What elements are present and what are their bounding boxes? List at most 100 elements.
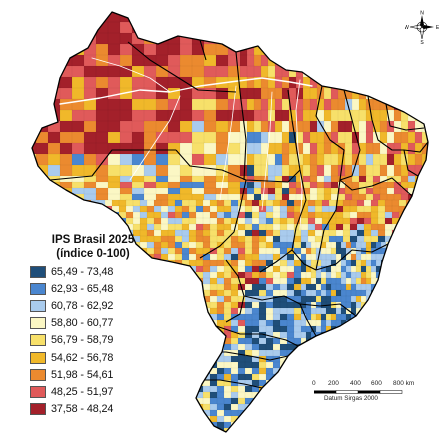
municipality-cell bbox=[195, 421, 204, 429]
municipality-cell bbox=[0, 224, 7, 230]
municipality-cell bbox=[244, 313, 253, 321]
municipality-cell bbox=[83, 76, 97, 89]
municipality-cell bbox=[83, 181, 97, 189]
municipality-cell bbox=[330, 331, 337, 339]
municipality-cell bbox=[302, 181, 311, 189]
municipality-cell bbox=[131, 21, 145, 34]
municipality-cell bbox=[405, 217, 414, 225]
municipality-cell bbox=[215, 109, 229, 122]
municipality-cell bbox=[355, 277, 362, 285]
municipality-cell bbox=[330, 241, 337, 249]
municipality-cell bbox=[330, 277, 337, 285]
municipality-cell bbox=[345, 295, 352, 303]
municipality-cell bbox=[395, 337, 402, 345]
municipality-cell bbox=[216, 391, 225, 399]
municipality-cell bbox=[7, 206, 14, 212]
municipality-cell bbox=[84, 434, 91, 440]
municipality-cell bbox=[267, 12, 276, 23]
municipality-cell bbox=[356, 205, 365, 213]
municipality-cell bbox=[293, 409, 302, 417]
municipality-cell bbox=[132, 217, 141, 225]
compass-w: W bbox=[405, 25, 409, 31]
municipality-cell bbox=[59, 98, 73, 111]
municipality-cell bbox=[355, 253, 362, 261]
municipality-cell bbox=[436, 278, 441, 284]
municipality-cell bbox=[415, 265, 422, 273]
municipality-cell bbox=[286, 397, 295, 405]
municipality-cell bbox=[237, 343, 246, 351]
municipality-cell bbox=[340, 313, 347, 321]
municipality-cell bbox=[286, 217, 295, 225]
municipality-cell bbox=[216, 301, 225, 309]
municipality-cell bbox=[286, 373, 295, 381]
municipality-cell bbox=[385, 271, 392, 279]
municipality-cell bbox=[209, 343, 218, 351]
municipality-cell bbox=[48, 421, 57, 429]
municipality-cell bbox=[167, 415, 176, 423]
municipality-cell bbox=[286, 223, 295, 231]
municipality-cell bbox=[246, 131, 255, 144]
municipality-cell bbox=[300, 277, 307, 285]
municipality-cell bbox=[325, 427, 332, 432]
municipality-cell bbox=[71, 181, 85, 189]
municipality-cell bbox=[246, 181, 255, 189]
municipality-cell bbox=[181, 427, 190, 432]
municipality-cell bbox=[425, 355, 428, 363]
municipality-cell bbox=[337, 54, 346, 67]
municipality-cell bbox=[380, 289, 387, 297]
municipality-cell bbox=[265, 235, 274, 243]
municipality-cell bbox=[425, 409, 428, 417]
municipality-cell bbox=[441, 284, 446, 290]
municipality-cell bbox=[390, 331, 397, 339]
municipality-cell bbox=[320, 295, 327, 303]
municipality-cell bbox=[0, 66, 12, 77]
municipality-cell bbox=[21, 392, 28, 398]
municipality-cell bbox=[168, 440, 175, 446]
municipality-cell bbox=[251, 259, 260, 267]
municipality-cell bbox=[415, 271, 422, 279]
municipality-cell bbox=[419, 211, 428, 219]
municipality-cell bbox=[14, 332, 21, 338]
municipality-cell bbox=[153, 277, 162, 285]
municipality-cell bbox=[69, 223, 78, 231]
municipality-cell bbox=[167, 283, 176, 291]
municipality-cell bbox=[321, 440, 326, 446]
municipality-cell bbox=[237, 397, 246, 405]
municipality-cell bbox=[273, 434, 280, 440]
municipality-cell bbox=[188, 403, 197, 411]
municipality-cell bbox=[167, 247, 176, 255]
municipality-cell bbox=[436, 338, 441, 344]
municipality-cell bbox=[179, 12, 193, 23]
municipality-cell bbox=[196, 440, 203, 446]
municipality-cell bbox=[0, 404, 7, 410]
municipality-cell bbox=[380, 343, 387, 351]
municipality-cell bbox=[202, 349, 211, 357]
municipality-cell bbox=[393, 193, 402, 201]
municipality-cell bbox=[188, 409, 197, 417]
municipality-cell bbox=[379, 32, 388, 45]
municipality-cell bbox=[71, 131, 85, 144]
municipality-cell bbox=[272, 319, 281, 327]
municipality-cell bbox=[35, 181, 49, 189]
municipality-cell bbox=[111, 421, 120, 429]
municipality-cell bbox=[436, 55, 443, 66]
municipality-cell bbox=[244, 331, 253, 339]
municipality-cell bbox=[181, 385, 190, 393]
municipality-cell bbox=[365, 131, 374, 144]
municipality-cell bbox=[286, 421, 295, 429]
municipality-cell bbox=[280, 434, 287, 440]
municipality-cell bbox=[279, 391, 288, 399]
municipality-cell bbox=[244, 283, 253, 291]
municipality-cell bbox=[315, 313, 322, 321]
municipality-cell bbox=[431, 380, 436, 386]
municipality-cell bbox=[0, 320, 7, 326]
municipality-cell bbox=[281, 32, 290, 45]
municipality-cell bbox=[307, 205, 316, 213]
municipality-cell bbox=[393, 12, 402, 23]
municipality-cell bbox=[160, 205, 169, 213]
municipality-cell bbox=[35, 109, 49, 122]
municipality-cell bbox=[153, 241, 162, 249]
municipality-cell bbox=[146, 211, 155, 219]
municipality-cell bbox=[274, 164, 283, 177]
municipality-cell bbox=[59, 120, 73, 133]
